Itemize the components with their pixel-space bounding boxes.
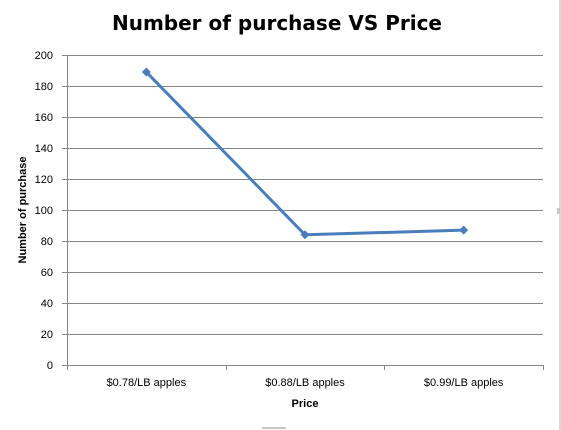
y-tick-label: 80 <box>41 236 53 248</box>
chart-title: Number of purchase VS Price <box>112 11 442 35</box>
x-tick-label: $0.78/LB apples <box>107 377 187 389</box>
y-tick-label: 60 <box>41 267 53 279</box>
y-axis-title: Number of purchase <box>17 157 29 264</box>
y-tick-label: 140 <box>35 143 53 155</box>
y-tick-label: 120 <box>35 174 53 186</box>
y-tick-label: 180 <box>35 81 53 93</box>
y-tick-label: 40 <box>41 298 53 310</box>
gridlines <box>62 55 544 370</box>
y-tick-label: 200 <box>35 50 53 62</box>
resize-handle-right[interactable] <box>557 208 560 214</box>
x-axis-title: Price <box>292 398 319 410</box>
y-tick-label: 20 <box>41 329 53 341</box>
resize-handle-bottom[interactable] <box>262 427 286 429</box>
series-group <box>141 67 469 240</box>
y-axis-ticks: 0 20 40 60 80 100 120 140 160 180 200 <box>35 50 53 372</box>
y-tick-label: 160 <box>35 112 53 124</box>
data-point-marker <box>300 230 310 240</box>
data-point-marker <box>459 225 469 235</box>
y-tick-label: 100 <box>35 205 53 217</box>
data-point-marker <box>141 67 151 77</box>
x-tick-label: $0.99/LB apples <box>424 377 504 389</box>
y-tick-label: 0 <box>47 360 53 372</box>
x-tick-label: $0.88/LB apples <box>265 377 345 389</box>
x-axis-ticks: $0.78/LB apples $0.88/LB apples $0.99/LB a… <box>107 377 504 389</box>
